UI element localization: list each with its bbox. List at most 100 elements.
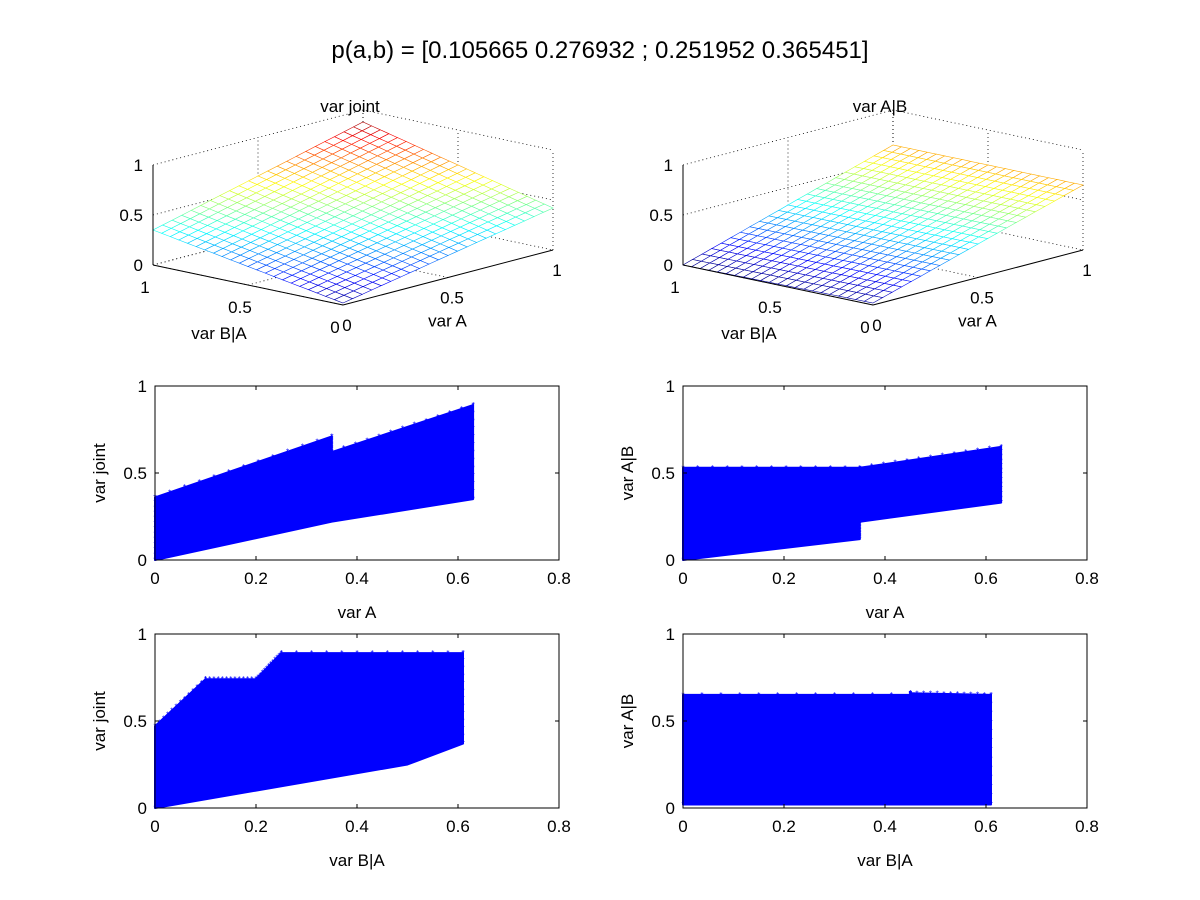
data-marker: * xyxy=(401,649,404,658)
y-tick-label: 1 xyxy=(138,625,147,644)
data-marker: * xyxy=(922,689,925,698)
data-marker: * xyxy=(310,649,313,658)
x-tick-label: 0.2 xyxy=(244,569,268,588)
x-tick-label: 0 xyxy=(678,817,687,836)
data-marker: * xyxy=(983,691,986,700)
data-marker: * xyxy=(411,759,414,768)
data-marker: * xyxy=(261,669,264,678)
data-marker: * xyxy=(858,532,861,541)
data-marker: * xyxy=(858,534,861,543)
data-marker: * xyxy=(1000,457,1003,466)
data-marker: * xyxy=(401,506,404,515)
data-marker: * xyxy=(472,495,475,504)
data-marker: * xyxy=(406,761,409,770)
data-marker: * xyxy=(208,675,211,684)
data-marker: * xyxy=(858,526,861,535)
data-marker: * xyxy=(461,649,464,658)
data-marker: * xyxy=(909,691,912,700)
y-tick-label: 0.5 xyxy=(651,712,675,731)
y-tick-label: 0.5 xyxy=(228,298,252,317)
data-marker: * xyxy=(989,718,992,727)
data-marker: * xyxy=(472,479,475,488)
x-tick-label: 0.4 xyxy=(873,817,897,836)
x-tick-label: 0 xyxy=(150,817,159,836)
data-marker: * xyxy=(254,675,257,684)
data-marker: * xyxy=(909,689,912,698)
data-marker: * xyxy=(166,710,169,719)
data-marker: * xyxy=(273,656,276,665)
data-marker: * xyxy=(956,690,959,699)
data-series-region xyxy=(154,652,464,809)
data-marker: * xyxy=(254,675,257,684)
data-marker: * xyxy=(989,773,992,782)
data-marker: * xyxy=(472,409,475,418)
data-marker: * xyxy=(917,510,920,519)
x-tick-label: 0.4 xyxy=(345,817,369,836)
data-marker: * xyxy=(265,664,268,673)
data-marker: * xyxy=(461,657,464,666)
data-marker: * xyxy=(989,700,992,709)
data-marker: * xyxy=(871,691,874,700)
data-marker: * xyxy=(964,448,967,457)
z-tick-label: 1 xyxy=(664,156,673,175)
data-marker: * xyxy=(436,413,439,422)
z-tick-label: 1 xyxy=(134,156,143,175)
surface-mesh xyxy=(682,144,1084,304)
data-marker: * xyxy=(342,444,345,453)
data-marker: * xyxy=(269,660,272,669)
data-marker: * xyxy=(909,690,912,699)
data-marker: * xyxy=(225,675,228,684)
data-marker: * xyxy=(366,512,369,521)
surface-cell xyxy=(863,295,884,304)
y-axis-label: var joint xyxy=(90,691,109,751)
data-marker: * xyxy=(1000,448,1003,457)
surface-axes xyxy=(682,165,1084,306)
data-marker: * xyxy=(858,535,861,544)
y-axis-label: var joint xyxy=(90,443,109,503)
data-marker: * xyxy=(929,690,932,699)
data-marker: * xyxy=(330,432,333,441)
data-marker: * xyxy=(325,649,328,658)
data-marker: * xyxy=(472,487,475,496)
data-marker: * xyxy=(330,443,333,452)
data-marker: * xyxy=(275,653,278,662)
x-axis-label: var A xyxy=(866,603,905,622)
data-marker: * xyxy=(286,448,289,457)
data-marker: * xyxy=(989,709,992,718)
data-series-region xyxy=(682,445,1003,561)
subplots: 0 0.5 1 0 0.5 1 0 0.5 1 var A var B|A var joint 0 0.5… xyxy=(90,97,1099,870)
data-marker: * xyxy=(200,679,203,688)
data-marker: * xyxy=(1000,443,1003,452)
data-marker: * xyxy=(257,458,260,467)
data-marker: * xyxy=(858,519,861,528)
data-marker: * xyxy=(183,550,186,559)
x-tick-label: 0.8 xyxy=(547,569,571,588)
data-marker: * xyxy=(833,691,836,700)
data-marker: * xyxy=(330,438,333,447)
data-marker: * xyxy=(330,435,333,444)
data-marker: * xyxy=(870,516,873,525)
data-marker: * xyxy=(472,401,475,410)
data-marker: * xyxy=(330,448,333,457)
data-marker: * xyxy=(457,741,460,750)
data-marker: * xyxy=(964,801,967,810)
y-tick-label: 0 xyxy=(138,799,147,818)
data-marker: * xyxy=(843,464,846,473)
data-marker: * xyxy=(858,521,861,530)
data-marker: * xyxy=(989,755,992,764)
x-tick-label: 0 xyxy=(342,316,351,335)
data-marker: * xyxy=(461,725,464,734)
data-marker: * xyxy=(452,743,455,752)
data-marker: * xyxy=(733,801,736,810)
y-tick-label: 0 xyxy=(666,799,675,818)
data-marker: * xyxy=(969,690,972,699)
data-marker: * xyxy=(460,405,463,414)
data-marker: * xyxy=(909,690,912,699)
data-marker: * xyxy=(286,527,289,536)
data-marker: * xyxy=(448,745,451,754)
data-marker: * xyxy=(1000,494,1003,503)
x-axis-label: var A xyxy=(428,311,467,330)
data-marker: * xyxy=(988,500,991,509)
surface-axes xyxy=(152,165,554,306)
data-marker: * xyxy=(740,549,743,558)
